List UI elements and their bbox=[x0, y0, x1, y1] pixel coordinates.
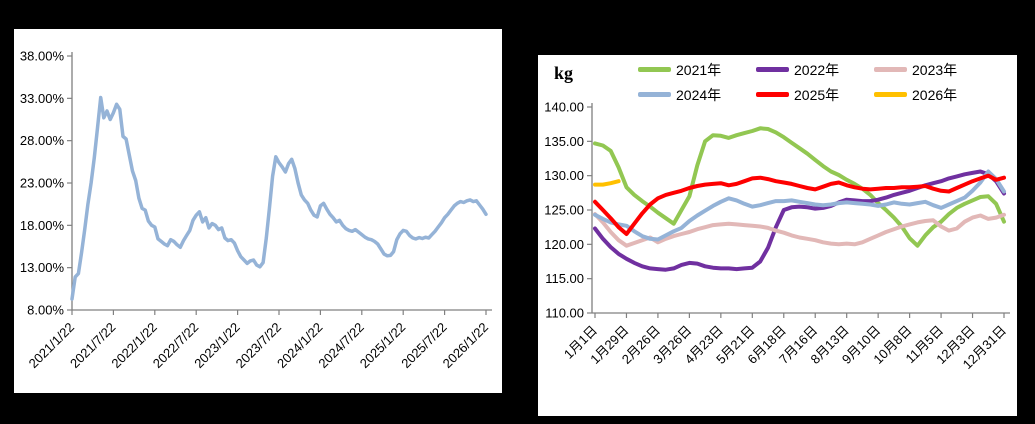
y-tick-label: 135.00 bbox=[544, 134, 584, 149]
legend-swatch-2024 bbox=[638, 92, 671, 97]
series-line-2026 bbox=[593, 179, 621, 187]
series-line-2024 bbox=[593, 169, 1006, 242]
y-tick-label: 110.00 bbox=[545, 306, 584, 321]
legend-swatch-2025 bbox=[756, 92, 789, 97]
y-tick-label: 23.00% bbox=[20, 176, 65, 191]
legend-swatch-2021 bbox=[638, 67, 671, 72]
y-tick-label: 33.00% bbox=[20, 91, 65, 106]
series-line-ratio bbox=[70, 95, 488, 301]
right-chart-svg: 140.00 135.00 130.00 125.00 120.00 115.00 110.… bbox=[544, 100, 1010, 372]
series-line-2021 bbox=[593, 126, 1006, 248]
right-chart-panel: kg 2021年 2022年 2023年 2024年 2025年 2026年 140.00… bbox=[538, 55, 1017, 416]
series-line-2023 bbox=[593, 212, 1006, 248]
legend-label: 2021年 bbox=[676, 61, 722, 78]
kg-unit-label: kg bbox=[554, 63, 574, 83]
legend-item-2022: 2022年 bbox=[756, 60, 874, 80]
legend-label: 2023年 bbox=[912, 61, 958, 78]
legend-label: 2026年 bbox=[912, 86, 958, 103]
y-tick-label: 130.00 bbox=[544, 168, 584, 183]
x-tick-label: 2026/1/22 bbox=[440, 320, 492, 372]
y-tick-label: 140.00 bbox=[544, 100, 584, 115]
y-tick-label: 18.00% bbox=[20, 218, 65, 233]
y-tick-label: 8.00% bbox=[27, 303, 64, 318]
y-tick-label: 120.00 bbox=[544, 237, 584, 252]
legend-swatch-2023 bbox=[874, 67, 907, 72]
legend-swatch-2026 bbox=[874, 92, 907, 97]
legend-item-2024: 2024年 bbox=[638, 85, 756, 105]
legend-item-2025: 2025年 bbox=[756, 85, 874, 105]
legend-item-2023: 2023年 bbox=[874, 60, 992, 80]
y-tick-label: 115.00 bbox=[545, 271, 584, 286]
series-line-2022 bbox=[593, 169, 1006, 272]
legend-item-2026: 2026年 bbox=[874, 85, 992, 105]
legend-label: 2024年 bbox=[676, 86, 722, 103]
left-chart-svg: 38.00% 33.00% 28.00% 23.00% 18.00% 13.00% 8.00… bbox=[20, 49, 492, 372]
chart-legend: 2021年 2022年 2023年 2024年 2025年 2026年 bbox=[638, 57, 992, 107]
y-tick-label: 28.00% bbox=[20, 133, 65, 148]
series-line-2025 bbox=[593, 173, 1006, 236]
y-tick-label: 125.00 bbox=[544, 203, 584, 218]
legend-swatch-2022 bbox=[756, 67, 789, 72]
legend-label: 2025年 bbox=[794, 86, 840, 103]
y-tick-label: 38.00% bbox=[20, 49, 65, 64]
left-chart-panel: 38.00% 33.00% 28.00% 23.00% 18.00% 13.00% 8.00… bbox=[14, 29, 502, 393]
legend-item-2021: 2021年 bbox=[638, 60, 756, 80]
legend-label: 2022年 bbox=[794, 61, 840, 78]
y-tick-label: 13.00% bbox=[20, 260, 65, 275]
